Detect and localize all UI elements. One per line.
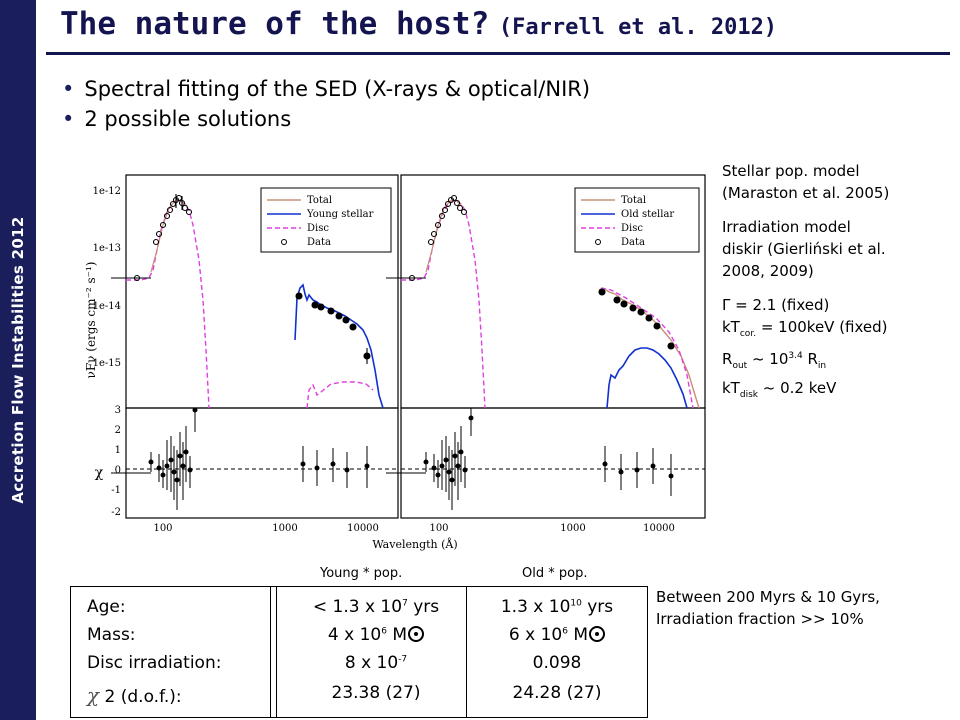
left-data-points <box>111 194 193 282</box>
row-label-mass: Mass: <box>87 625 136 645</box>
results-table: Age: Mass: Disc irradiation: χ 2 (d.o.f.… <box>70 586 648 718</box>
summary-line: Irradiation fraction >> 10% <box>656 610 864 628</box>
bullet-list: Spectral fitting of the SED (X-rays & op… <box>62 74 590 134</box>
right-residual-panel <box>400 407 706 519</box>
right-legend: Total Old stellar Disc Data <box>574 187 700 253</box>
legend-entry: Disc <box>307 223 329 234</box>
summary-line: Between 200 Myrs & 10 Gyrs, <box>656 588 880 606</box>
param-rout: Rout ~ 103.4 Rin <box>722 350 827 371</box>
solar-symbol-icon <box>408 626 425 642</box>
sidebar-label: Accretion Flow Instabilities 2012 <box>9 216 27 504</box>
legend-entry: Data <box>621 237 645 248</box>
legend-entry: Disc <box>621 223 643 234</box>
y-tick-label: 1e-14 <box>93 301 121 312</box>
param-kt-cor: kTcor. = 100keV (fixed) <box>722 318 888 339</box>
x-axis-label: Wavelength (Å) <box>372 537 457 551</box>
legend-entry: Data <box>307 237 331 248</box>
x-tick-label: 100 <box>429 523 448 534</box>
x-tick-label: 100 <box>153 523 172 534</box>
sed-figure: νFν (ergs cm⁻² s⁻¹) χ 1e-12 1e-13 1e-14 … <box>81 170 713 556</box>
chi-tick-label: 0 <box>115 465 121 476</box>
y-tick-label: 1e-15 <box>93 358 121 369</box>
param-gamma: Γ = 2.1 (fixed) <box>722 296 830 314</box>
y-axis-label: νFν (ergs cm⁻² s⁻¹) <box>84 262 98 379</box>
bullet-item: 2 possible solutions <box>62 104 590 134</box>
young-age: < 1.3 x 107 yrs <box>312 597 440 617</box>
y-tick-label: 1e-13 <box>93 243 121 254</box>
col-head-young: Young * pop. <box>320 566 403 581</box>
param-kt-disk: kTdisk ~ 0.2 keV <box>722 379 837 400</box>
sidebar: Accretion Flow Instabilities 2012 <box>0 0 36 720</box>
left-residuals <box>111 407 370 510</box>
note-line: 2008, 2009) <box>722 262 814 280</box>
young-chi2: 23.38 (27) <box>331 683 421 703</box>
right-disc-curve <box>401 199 486 409</box>
summary-text: Between 200 Myrs & 10 Gyrs, Irradiation … <box>656 586 880 630</box>
chi-tick-label: -1 <box>111 485 121 496</box>
chi-axis-label: χ <box>95 465 104 481</box>
chi-symbol: χ <box>87 683 100 707</box>
chi-tick-label: 1 <box>115 445 121 456</box>
x-tick-label: 10000 <box>347 523 379 534</box>
right-data-points <box>386 194 468 282</box>
left-residual-panel <box>125 407 399 519</box>
note-line: Stellar pop. model <box>722 162 860 180</box>
row-label-irradiation: Disc irradiation: <box>87 653 222 673</box>
right-residuals <box>386 408 674 510</box>
x-tick-label: 10000 <box>643 523 675 534</box>
chi-tick-label: -2 <box>111 507 121 518</box>
title-main: The nature of the host? <box>60 6 490 42</box>
slide-title: The nature of the host? (Farrell et al. … <box>60 6 940 52</box>
model-notes: Stellar pop. model (Maraston et al. 2005… <box>722 160 958 406</box>
solar-symbol-icon <box>589 626 606 642</box>
old-mass: 6 x 106 M <box>467 625 647 645</box>
bullet-item: Spectral fitting of the SED (X-rays & op… <box>62 74 590 104</box>
title-reference: (Farrell et al. 2012) <box>498 15 778 40</box>
old-chi2: 24.28 (27) <box>512 683 602 703</box>
row-label-age: Age: <box>87 597 126 617</box>
col-head-old: Old * pop. <box>522 566 588 581</box>
old-age: 1.3 x 1010 yrs <box>500 597 614 617</box>
young-irradiation: 8 x 10-7 <box>344 653 408 673</box>
y-tick-label: 1e-12 <box>93 186 121 197</box>
chi-tick-label: 2 <box>115 425 121 436</box>
right-old-stellar-curve <box>606 347 688 409</box>
row-label-chi2: χ 2 (d.o.f.): <box>87 683 182 707</box>
note-line: diskir (Gierliński et al. <box>722 240 886 258</box>
legend-entry: Total <box>307 195 332 206</box>
title-underline <box>46 52 950 55</box>
note-line: (Maraston et al. 2005) <box>722 184 890 202</box>
left-legend: Total Young stellar Disc Data <box>260 187 392 253</box>
note-line: Irradiation model <box>722 218 851 236</box>
young-mass: 4 x 106 M <box>276 625 476 645</box>
legend-entry: Total <box>621 195 646 206</box>
old-irradiation: 0.098 <box>532 653 582 673</box>
x-tick-label: 1000 <box>560 523 585 534</box>
legend-entry: Young stellar <box>306 209 374 220</box>
x-tick-label: 1000 <box>272 523 297 534</box>
chi-tick-label: 3 <box>115 405 121 416</box>
legend-entry: Old stellar <box>621 209 674 220</box>
